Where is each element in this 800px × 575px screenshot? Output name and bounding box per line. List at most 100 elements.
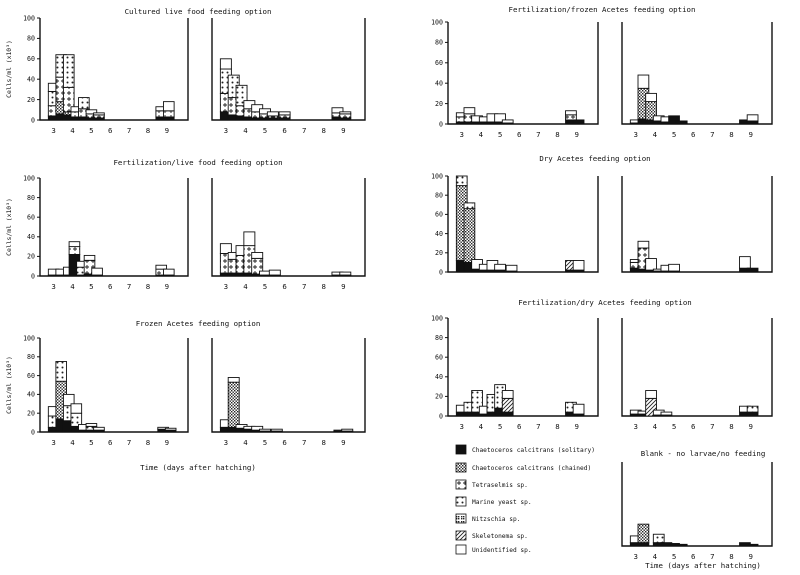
x-day-label: 7 bbox=[710, 130, 714, 139]
x-day-label: 7 bbox=[127, 282, 131, 291]
y-tick-label: 60 bbox=[435, 59, 443, 67]
x-axis-title-right: Time (days after hatching) bbox=[645, 561, 761, 570]
x-day-label: 9 bbox=[341, 438, 345, 447]
x-day-label: 9 bbox=[574, 130, 578, 139]
x-day-label: 6 bbox=[282, 126, 286, 135]
bar-segment-cs bbox=[501, 411, 514, 417]
legend-label-chained: Chaetoceros calcitrans (chained) bbox=[472, 465, 591, 472]
x-day-label: 5 bbox=[263, 438, 267, 447]
plot-frame bbox=[621, 462, 773, 547]
x-day-label: 3 bbox=[51, 438, 55, 447]
bar-segment-te bbox=[339, 113, 352, 119]
x-day-label: 3 bbox=[224, 438, 228, 447]
y-tick-label: 20 bbox=[27, 410, 35, 418]
x-day-label: 7 bbox=[536, 130, 540, 139]
plot-3-left: 0 20 40 60 80 100 3 4 5 6 7 8 9 bbox=[431, 18, 599, 139]
bar-segment-un bbox=[91, 267, 103, 276]
x-day-label: 9 bbox=[165, 438, 169, 447]
x-day-label: 3 bbox=[224, 126, 228, 135]
plot-0-left: 0 20 40 60 80 100 Cells/ml (x10³) 3 4 5 6 7 8 9 bbox=[5, 14, 189, 135]
bar-segment-un bbox=[266, 111, 279, 117]
plot-frame bbox=[621, 22, 773, 125]
plot-frame bbox=[447, 318, 599, 417]
bar-segment-un bbox=[505, 264, 518, 272]
bar-segment-un bbox=[339, 111, 352, 115]
y-axis-label: Cells/ml (x10³) bbox=[5, 356, 13, 414]
plot-frame bbox=[621, 318, 773, 417]
x-day-label: 5 bbox=[263, 282, 267, 291]
bar-segment-un bbox=[219, 58, 232, 70]
plot-1-left: 0 20 40 60 80 100 Cells/ml (x10³) 3 4 5 6 7 8 9 bbox=[5, 174, 189, 291]
x-day-label: 7 bbox=[710, 422, 714, 431]
bar-segment-un bbox=[259, 428, 271, 432]
x-day-label: 5 bbox=[263, 126, 267, 135]
y-tick-label: 0 bbox=[31, 428, 35, 436]
x-day-label: 9 bbox=[165, 282, 169, 291]
y-tick-label: 20 bbox=[435, 393, 443, 401]
y-tick-label: 60 bbox=[27, 372, 35, 380]
x-day-label: 5 bbox=[672, 422, 676, 431]
x-day-label: 9 bbox=[748, 552, 752, 561]
panel-title-frozen: Frozen Acetes feeding option bbox=[136, 319, 261, 328]
panel-title-dry: Dry Acetes feeding option bbox=[539, 154, 650, 163]
x-day-label: 4 bbox=[70, 438, 75, 447]
y-tick-label: 60 bbox=[435, 211, 443, 219]
bar-segment-un bbox=[739, 256, 751, 269]
panel-title-fert-frozen: Fertilization/frozen Acetes feeding opti… bbox=[509, 5, 696, 14]
y-tick-label: 0 bbox=[439, 412, 443, 420]
x-day-label: 6 bbox=[108, 282, 112, 291]
panel-title-fert-live: Fertilization/live food feeding option bbox=[113, 158, 282, 167]
bar-segment-un bbox=[268, 269, 281, 276]
y-tick-label: 60 bbox=[27, 55, 35, 63]
bar-segment-un bbox=[637, 240, 650, 249]
bar-segment-cs bbox=[746, 543, 759, 547]
plot-frame bbox=[211, 178, 366, 277]
y-tick-label: 80 bbox=[27, 35, 35, 43]
x-day-label: 5 bbox=[89, 438, 93, 447]
bar-segment-cc bbox=[463, 208, 476, 263]
x-day-label: 3 bbox=[634, 422, 638, 431]
bar-segment-un bbox=[93, 112, 105, 116]
x-day-label: 9 bbox=[341, 282, 345, 291]
bar-segment-un bbox=[339, 271, 352, 276]
bar-segment-un bbox=[494, 263, 506, 271]
x-day-label: 4 bbox=[243, 438, 248, 447]
plot-6-left: 3 4 5 6 7 8 9 bbox=[621, 462, 773, 561]
x-day-label: 3 bbox=[634, 130, 638, 139]
bar-segment-un bbox=[637, 74, 650, 89]
legend-swatch-unidentified bbox=[455, 544, 467, 555]
bar-segment-un bbox=[501, 119, 514, 124]
bar-segment-un bbox=[565, 110, 577, 116]
bar-segment-cs bbox=[746, 267, 759, 273]
y-tick-label: 80 bbox=[27, 353, 35, 361]
bar-segment-cs bbox=[572, 119, 585, 125]
bar-segment-un bbox=[85, 423, 98, 427]
x-day-label: 8 bbox=[729, 422, 733, 431]
x-axis-title-left: Time (days after hatching) bbox=[140, 463, 256, 472]
y-axis-label: Cells/ml (x10³) bbox=[5, 40, 13, 98]
bar-segment-un bbox=[501, 390, 514, 399]
bar-segment-cs bbox=[163, 116, 175, 121]
bar-segment-my bbox=[455, 175, 468, 187]
bar-segment-un bbox=[572, 260, 585, 271]
bar-segment-cc bbox=[637, 523, 650, 544]
y-tick-label: 0 bbox=[439, 120, 443, 128]
x-day-label: 8 bbox=[322, 438, 326, 447]
bar-segment-un bbox=[163, 101, 175, 112]
x-day-label: 6 bbox=[282, 438, 286, 447]
x-day-label: 8 bbox=[729, 552, 733, 561]
bar-segment-te bbox=[68, 246, 81, 255]
plot-frame bbox=[447, 22, 599, 125]
x-day-label: 7 bbox=[710, 552, 714, 561]
panel-title-fert-dry: Fertilization/dry Acetes feeding option bbox=[518, 298, 692, 307]
bar-segment-un bbox=[62, 393, 75, 407]
bar-segment-cs bbox=[675, 543, 688, 547]
bar-segment-sk bbox=[501, 397, 514, 413]
y-tick-label: 60 bbox=[435, 354, 443, 362]
bar-segment-cs bbox=[746, 120, 759, 125]
y-tick-label: 100 bbox=[431, 314, 443, 322]
x-day-label: 7 bbox=[127, 438, 131, 447]
bar-segment-my bbox=[463, 202, 476, 210]
y-axis-label: Cells/ml (x10³) bbox=[5, 198, 13, 256]
bar-segment-te bbox=[278, 114, 291, 119]
